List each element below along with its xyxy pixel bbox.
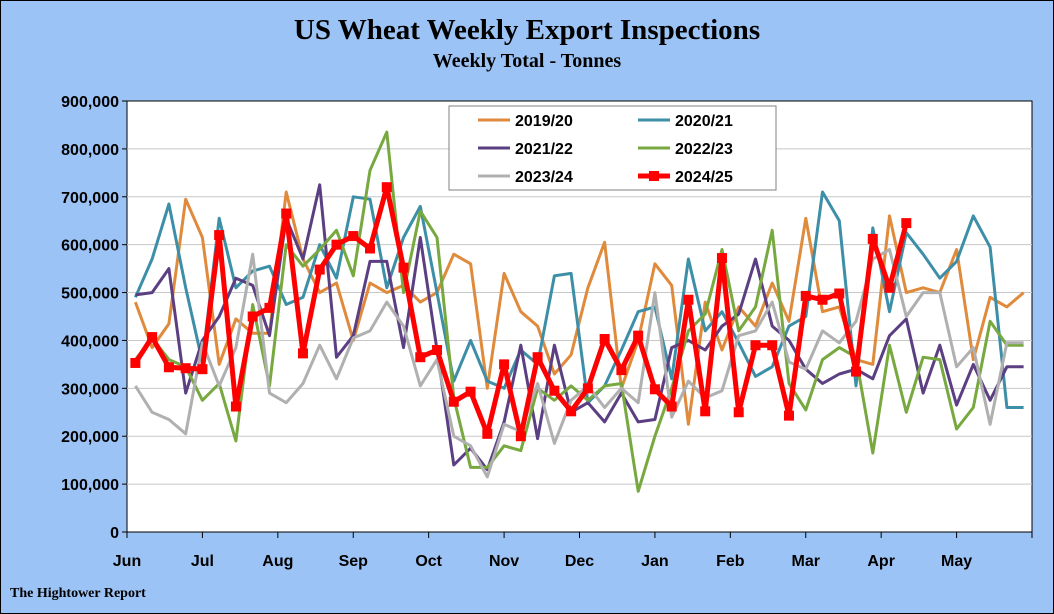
y-tick-label: 500,000 [61,286,119,303]
data-point-marker [230,401,241,412]
data-point-marker [616,365,627,376]
x-tick-label: Mar [792,553,820,570]
data-point-marker [649,384,660,395]
data-point-marker [448,396,459,407]
data-point-marker [783,410,794,421]
data-point-marker [281,208,292,219]
x-tick-label: Jul [191,553,214,570]
data-point-marker [884,282,895,293]
series-lines [130,130,1025,493]
data-point-marker [582,383,593,394]
data-point-marker [130,357,141,368]
x-tick-label: Nov [489,553,519,570]
y-tick-label: 800,000 [61,142,119,159]
data-point-marker [716,253,727,264]
x-axis: Jun Jul Aug Sep Oct Nov Dec Jan Feb Mar Apr May [113,532,1033,570]
data-point-marker [381,182,392,193]
data-point-marker [666,401,677,412]
data-point-marker [214,230,225,241]
series-line-2023-24 [134,248,1024,479]
data-point-marker [465,386,476,397]
data-point-marker [750,340,761,351]
x-tick-label: Jan [641,553,669,570]
data-point-marker [348,231,359,242]
legend-label: 2023/24 [515,169,573,186]
legend-label: 2024/25 [675,169,733,186]
data-point-marker [867,233,878,244]
y-tick-label: 200,000 [61,429,119,446]
data-point-marker [549,385,560,396]
data-point-marker [264,302,275,313]
data-point-marker [197,364,208,375]
x-tick-label: Dec [565,553,594,570]
data-point-marker [800,290,811,301]
x-tick-label: Oct [415,553,442,570]
y-tick-label: 100,000 [61,477,119,494]
y-tick-label: 300,000 [61,381,119,398]
data-point-marker [851,366,862,377]
legend-label: 2021/22 [515,141,573,158]
legend-label: 2022/23 [675,141,733,158]
data-point-marker [733,407,744,418]
legend: 2019/20 2020/21 2021/22 2022/23 2023/24 2024/… [448,105,777,191]
y-tick-label: 0 [110,525,119,542]
data-point-marker [398,262,409,273]
data-point-marker [432,345,443,356]
data-point-marker [515,431,526,442]
x-tick-label: Apr [867,553,895,570]
chart-title: US Wheat Weekly Export Inspections [293,14,761,46]
data-point-marker [767,340,778,351]
data-point-marker [314,264,325,275]
y-tick-label: 700,000 [61,190,119,207]
legend-marker [649,171,659,181]
data-point-marker [297,348,308,359]
data-point-marker [817,294,828,305]
x-tick-label: Feb [716,553,745,570]
y-tick-label: 600,000 [61,238,119,255]
x-tick-label: Aug [262,553,293,570]
source-label: The Hightower Report [10,586,146,601]
y-axis: 0 100,000 200,000 300,000 400,000 500,000 600,… [61,94,127,542]
y-tick-label: 900,000 [61,94,119,111]
data-point-marker [499,359,510,370]
data-point-marker [163,362,174,373]
data-point-marker [700,406,711,417]
data-point-marker [532,352,543,363]
data-point-marker [633,330,644,341]
data-point-marker [482,428,493,439]
data-point-marker [599,334,610,345]
data-point-marker [365,243,376,254]
data-point-marker [566,406,577,417]
chart-subtitle: Weekly Total - Tonnes [432,50,622,72]
x-tick-label: May [941,553,972,570]
data-point-marker [147,332,158,343]
data-point-marker [331,239,342,250]
data-point-marker [415,352,426,363]
legend-label: 2020/21 [675,113,733,130]
data-point-marker [247,311,258,322]
y-tick-label: 400,000 [61,333,119,350]
legend-label: 2019/20 [515,113,573,130]
x-tick-label: Jun [113,553,141,570]
data-point-marker [834,288,845,299]
x-tick-label: Sep [339,553,369,570]
data-point-marker [683,294,694,305]
data-point-marker [901,218,912,229]
data-point-marker [180,363,191,374]
